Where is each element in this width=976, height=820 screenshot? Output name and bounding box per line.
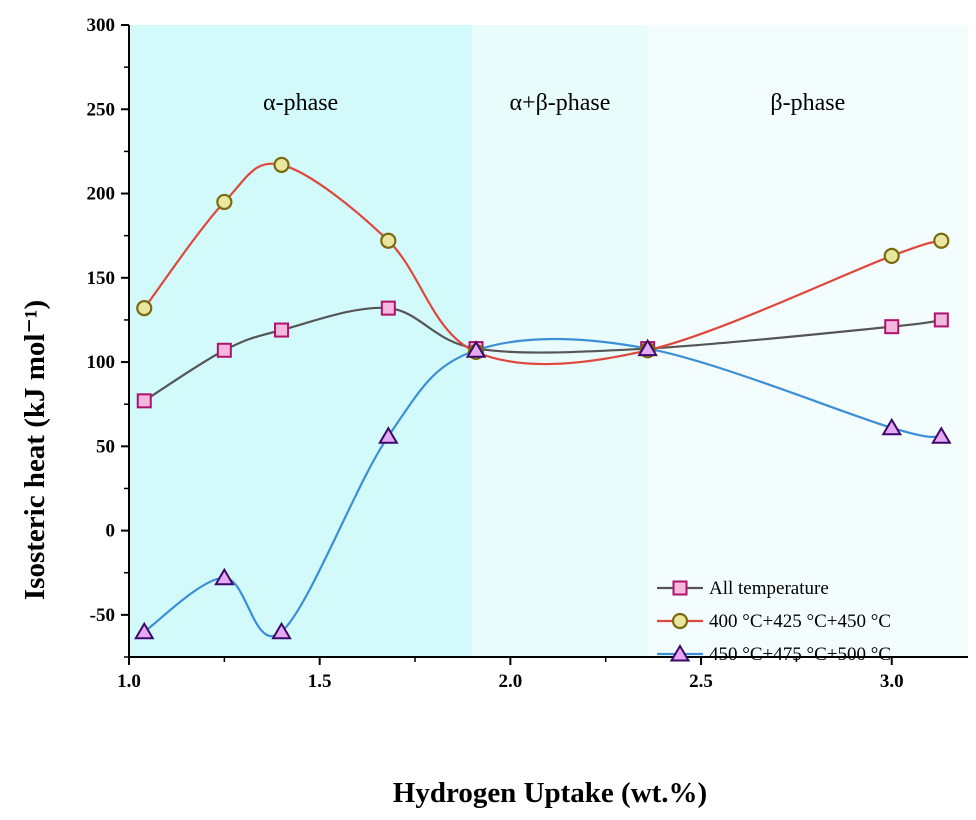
data-point-s0-7 — [933, 312, 949, 328]
x-tick-label: 2.0 — [498, 671, 522, 692]
y-tick-label: 0 — [106, 521, 116, 542]
data-point-s2-3 — [378, 426, 399, 444]
data-point-s2-2 — [271, 621, 292, 640]
series-line-2 — [143, 338, 942, 638]
data-point-s2-0 — [134, 621, 155, 640]
legend-marker-2 — [669, 644, 691, 662]
y-tick-label: 200 — [87, 184, 116, 205]
legend-label-2: 450 °C+475 °C+500 °C — [709, 644, 891, 665]
phase-label-0: α-phase — [263, 90, 338, 116]
data-point-s2-1 — [214, 567, 235, 586]
data-point-s0-1 — [216, 342, 232, 358]
series-line-1 — [143, 162, 942, 366]
phase-region-0 — [129, 25, 473, 657]
y-tick-label: -50 — [90, 605, 115, 626]
legend-marker-1 — [671, 612, 689, 630]
data-point-s0-2 — [274, 322, 290, 338]
x-tick-label: 1.5 — [308, 671, 332, 692]
data-point-s2-6 — [881, 417, 902, 436]
axes — [128, 25, 968, 658]
x-tick-label: 3.0 — [880, 671, 904, 692]
data-point-s2-5 — [637, 338, 658, 357]
phase-label-2: β-phase — [770, 90, 845, 116]
y-tick-label: 100 — [87, 352, 116, 373]
phase-regions — [129, 25, 968, 657]
data-point-s1-3 — [380, 232, 397, 249]
axis-ticks: 1.0 1.5 2.0 2.5 3.0 300 250 200 150 100 50 0 -50 — [87, 15, 904, 692]
data-point-s1-0 — [136, 300, 153, 317]
data-point-s1-6 — [883, 247, 900, 264]
y-tick-label: 300 — [87, 15, 116, 36]
legend-marker-0 — [672, 580, 688, 596]
legend-label-0: All temperature — [709, 578, 829, 599]
data-point-s2-7 — [931, 426, 952, 444]
phase-label-1: α+β-phase — [509, 90, 610, 116]
x-tick-label: 1.0 — [117, 671, 141, 692]
data-point-s0-6 — [884, 319, 900, 335]
data-point-s1-1 — [216, 193, 233, 211]
phase-labels: α-phase α+β-phase β-phase — [263, 90, 845, 116]
y-tick-label: 250 — [87, 99, 116, 120]
phase-region-1 — [472, 25, 648, 657]
legend: All temperature 400 °C+425 °C+450 °C 450 °… — [657, 578, 891, 665]
data-point-s1-2 — [273, 156, 290, 173]
y-tick-label: 50 — [96, 436, 115, 457]
data-point-s0-3 — [380, 300, 396, 316]
x-tick-label: 2.5 — [689, 671, 713, 692]
y-axis-title: Isosteric heat (kJ mol⁻¹) — [19, 300, 51, 600]
phase-region-2 — [647, 25, 968, 657]
y-tick-label: 150 — [87, 268, 116, 289]
data-point-s1-7 — [933, 232, 950, 249]
data-point-s2-4 — [465, 340, 487, 358]
data-point-s0-0 — [136, 393, 152, 409]
x-axis-title: Hydrogen Uptake (wt.%) — [393, 777, 707, 809]
legend-label-1: 400 °C+425 °C+450 °C — [709, 611, 891, 632]
series-markers — [134, 156, 952, 640]
